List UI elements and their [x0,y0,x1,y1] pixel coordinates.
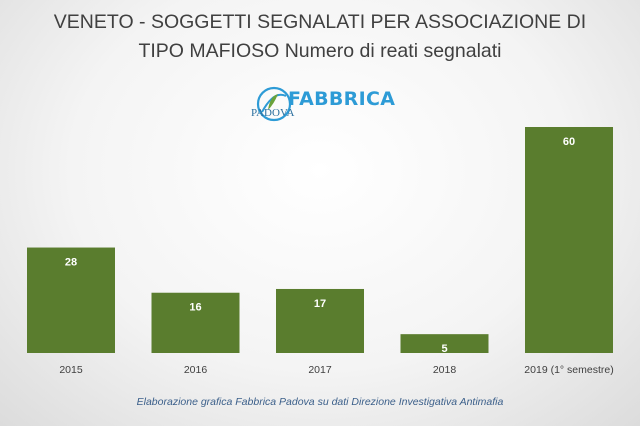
chart-title-line-1: VENETO - SOGGETTI SEGNALATI PER ASSOCIAZ… [53,11,587,33]
logo-subname: PADOVA [251,107,295,119]
bar-2017 [276,288,364,353]
logo-emblem-icon [256,86,292,122]
x-tick-label-2015: 2015 [59,364,83,376]
x-tick-label-2018: 2018 [433,364,457,376]
data-label-2018: 5 [441,343,447,355]
chart-title: VENETO - SOGGETTI SEGNALATI PER ASSOCIAZ… [0,8,640,66]
bar-2016 [151,292,240,353]
data-label-2015: 28 [65,257,77,269]
chart-title-line-2: TIPO MAFIOSO Numero di reati segnalati [138,40,502,62]
data-label-2016: 16 [189,302,201,314]
x-tick-label-2017: 2017 [308,364,332,376]
fabbrica-padova-logo: FABBRICA PADOVA [248,82,396,130]
source-note: Elaborazione grafica Fabbrica Padova su … [136,396,504,408]
logo-wordmark: FABBRICA [288,88,396,110]
x-tick-label-2016: 2016 [184,364,208,376]
bar-2019 (1° semestre) [525,127,613,353]
data-label-2019 (1° semestre): 60 [563,136,575,148]
data-label-2017: 17 [314,298,326,310]
bar-2015 [27,247,115,353]
x-tick-label-2019 (1° semestre): 2019 (1° semestre) [524,364,613,376]
bar-2018 [400,334,489,353]
